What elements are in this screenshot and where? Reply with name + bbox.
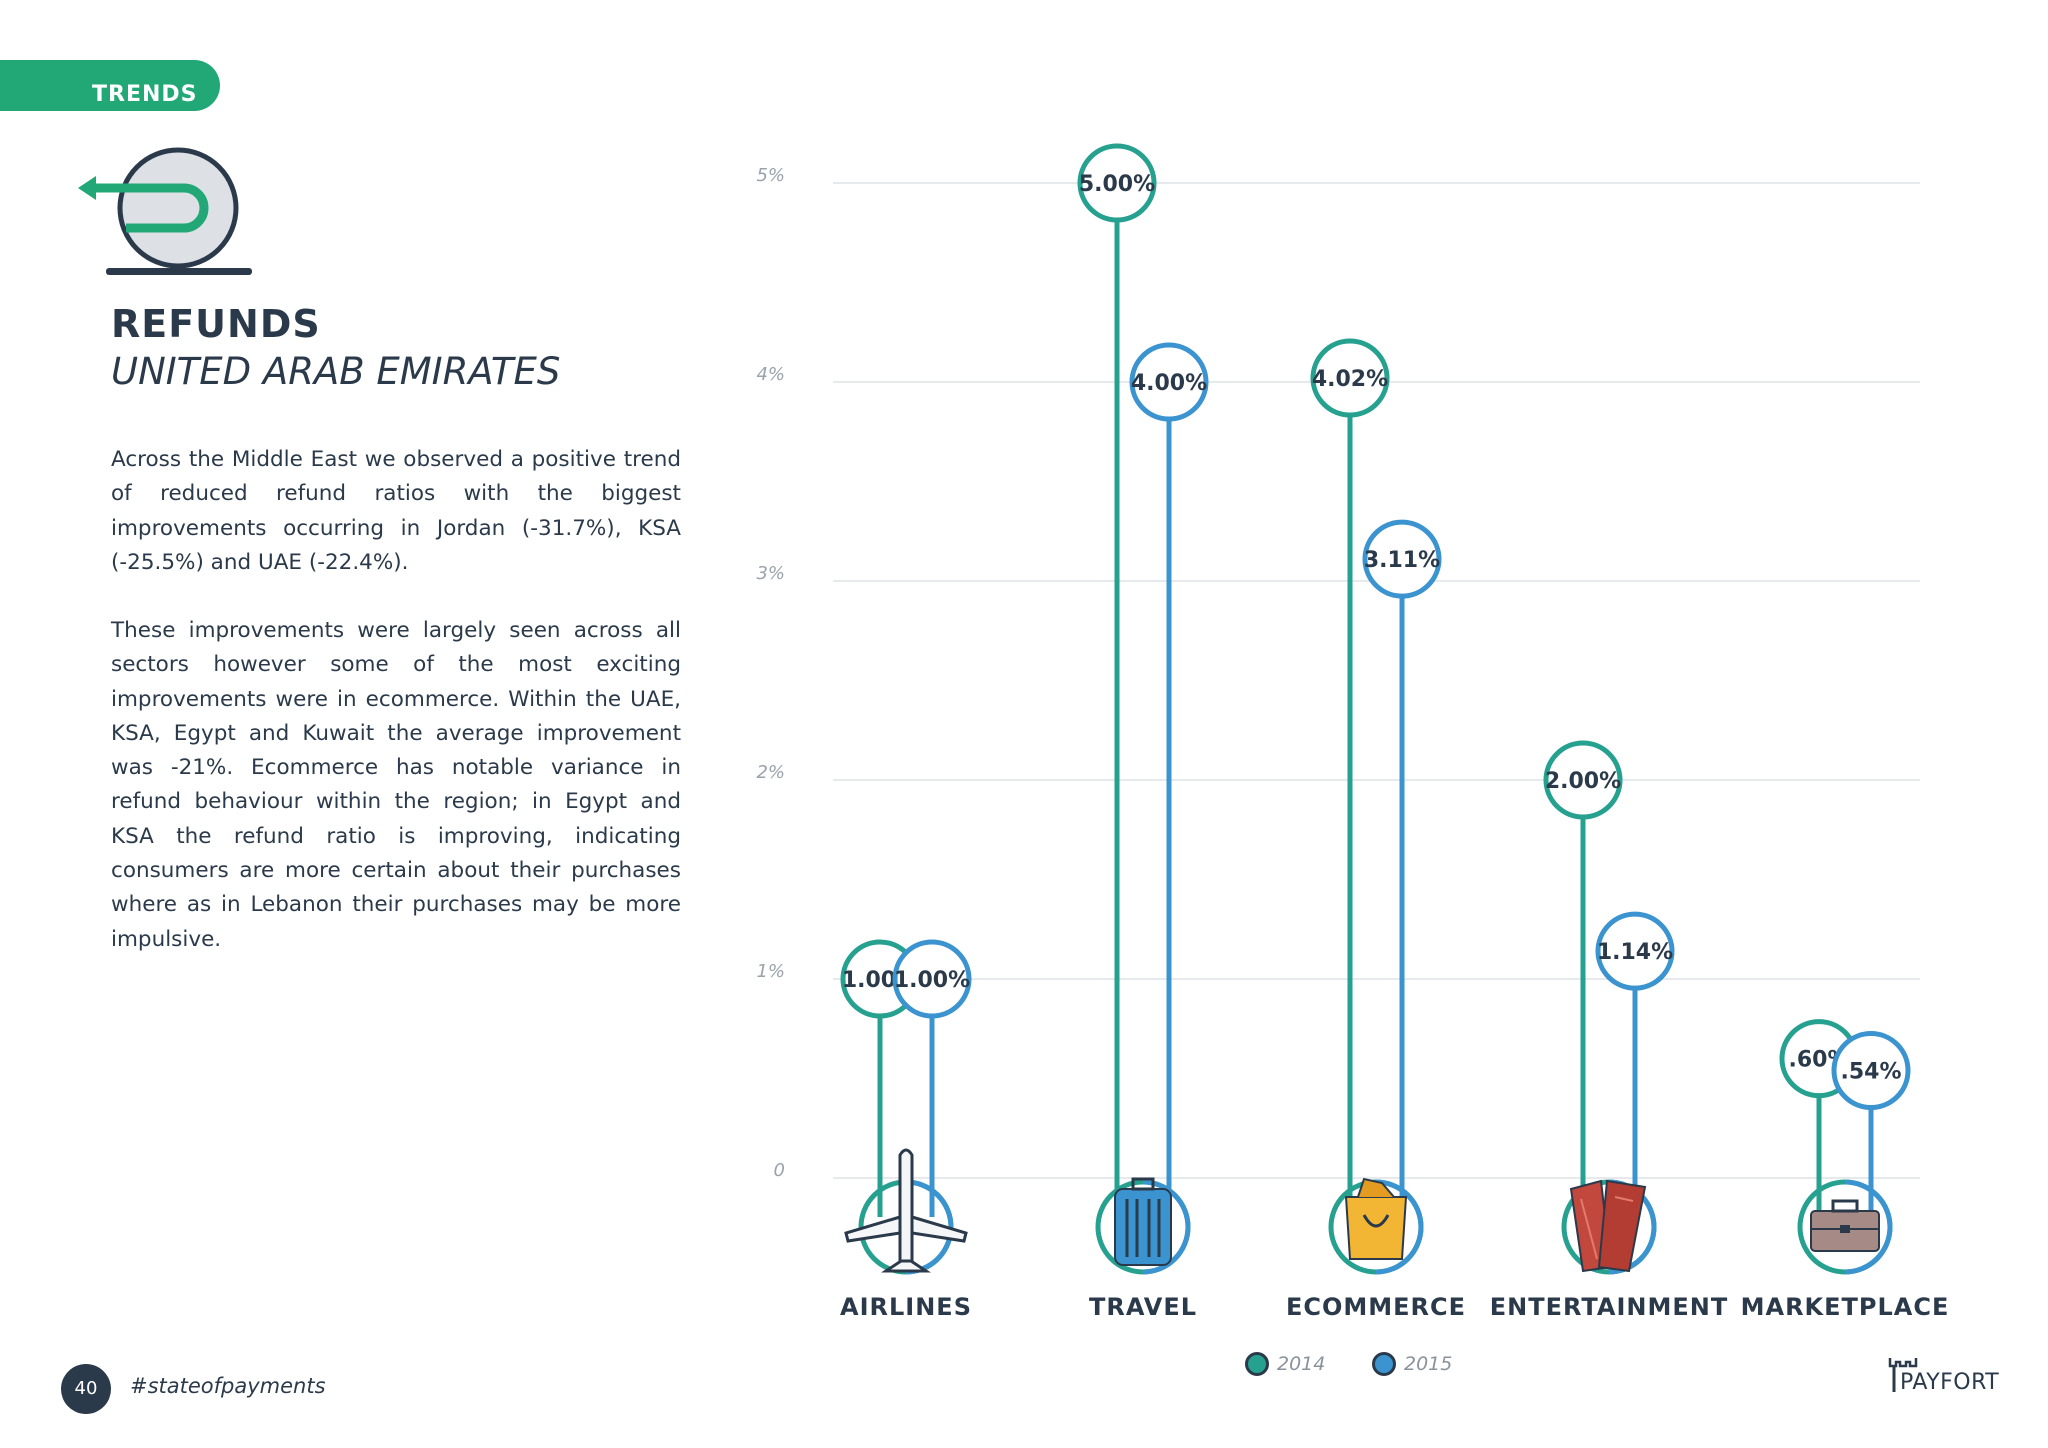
legend-2014: 2014 <box>1245 1352 1325 1376</box>
category-label-entertainment: ENTERTAINMENT <box>1490 1293 1728 1321</box>
y-tick-label: 2% <box>756 762 785 783</box>
legend-2015-label: 2015 <box>1404 1353 1453 1375</box>
value-bubble-2014-travel <box>1077 143 1157 223</box>
category-label-marketplace: MARKETPLACE <box>1741 1293 1950 1321</box>
data-label-2015-entertainment: 1.14% <box>1597 940 1673 965</box>
value-bubble-2014-entertainment <box>1543 740 1623 820</box>
payfort-logo-icon <box>1888 1358 1918 1392</box>
data-label-2015-ecommerce: 3.11% <box>1364 548 1440 573</box>
base-arc-ecommerce <box>1375 1179 1424 1275</box>
section-tab-label: TRENDS <box>92 82 198 107</box>
page-title: REFUNDS <box>111 302 321 346</box>
data-label-2014-travel: 5.00% <box>1079 172 1155 197</box>
section-tab-trends: TRENDS <box>0 60 220 111</box>
base-arc-marketplace <box>1844 1179 1893 1275</box>
y-tick-label: 0 <box>774 1160 785 1181</box>
body-paragraph-1: Across the Middle East we observed a pos… <box>111 447 681 575</box>
y-tick-label: 5% <box>756 165 785 186</box>
body-paragraph-2: These improvements were largely seen acr… <box>111 618 681 952</box>
value-bubble-2015-travel <box>1129 342 1209 422</box>
category-label-travel: TRAVEL <box>1089 1293 1197 1321</box>
tickets-icon <box>1569 1179 1647 1273</box>
data-label-2014-entertainment: 2.00% <box>1545 769 1621 794</box>
briefcase-icon <box>1810 1199 1880 1252</box>
legend-2015: 2015 <box>1372 1352 1452 1376</box>
brand-name: PAYFORT <box>1900 1370 2000 1395</box>
value-bubble-2014-ecommerce <box>1310 338 1390 418</box>
refund-arrow-icon <box>78 147 252 275</box>
shopping-bag-icon <box>1344 1177 1408 1260</box>
value-bubble-2015-airlines <box>892 939 972 1019</box>
value-bubble-2015-marketplace <box>1831 1031 1911 1111</box>
category-label-airlines: AIRLINES <box>840 1293 972 1321</box>
luggage-icon <box>1114 1177 1172 1266</box>
page-number: 40 <box>61 1364 111 1414</box>
data-label-2015-travel: 4.00% <box>1131 371 1207 396</box>
legend-2015-swatch <box>1372 1352 1396 1376</box>
hashtag: #stateofpayments <box>130 1374 326 1398</box>
payfort-logo-text: PAYFORT <box>1900 1370 1999 1395</box>
category-label-ecommerce: ECOMMERCE <box>1286 1293 1466 1321</box>
y-tick-label: 3% <box>756 563 785 584</box>
airplane-icon <box>844 1148 968 1273</box>
data-label-2014-ecommerce: 4.02% <box>1312 367 1388 392</box>
legend-2014-swatch <box>1245 1352 1269 1376</box>
value-bubble-2015-ecommerce <box>1362 519 1442 599</box>
data-label-2015-airlines: 1.00% <box>894 968 970 993</box>
y-tick-label: 4% <box>756 364 785 385</box>
base-arc-travel <box>1142 1179 1191 1275</box>
legend-2014-label: 2014 <box>1277 1353 1326 1375</box>
y-tick-label: 1% <box>756 961 785 982</box>
data-label-2015-marketplace: .54% <box>1840 1060 1901 1085</box>
page-subtitle: UNITED ARAB EMIRATES <box>111 350 561 393</box>
value-bubble-2015-entertainment <box>1595 911 1675 991</box>
